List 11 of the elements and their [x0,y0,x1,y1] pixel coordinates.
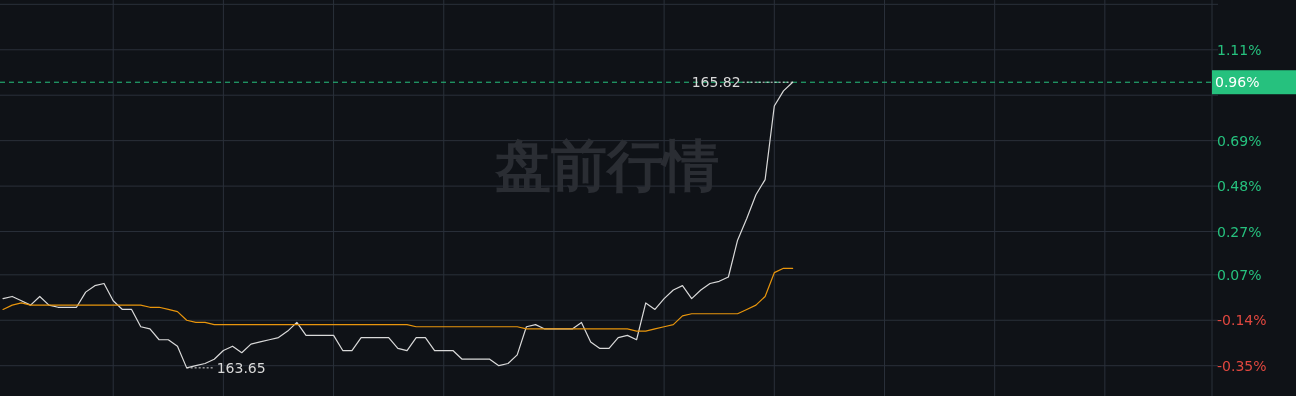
y-tick-label: 0.69% [1217,132,1262,149]
line-series [2,267,794,332]
y-tick-label: -0.35% [1217,357,1267,374]
ref-line-label: 0.96% [1215,74,1260,91]
y-tick-label: 1.11% [1217,41,1262,58]
y-tick-label: -0.14% [1217,312,1267,329]
annotation: 165.82 [691,74,741,91]
annotation: 163.65 [216,359,266,376]
y-tick-label: 0.07% [1217,266,1262,283]
y-tick-label: 0.48% [1217,178,1262,195]
y-tick-label: 0.27% [1217,223,1262,240]
